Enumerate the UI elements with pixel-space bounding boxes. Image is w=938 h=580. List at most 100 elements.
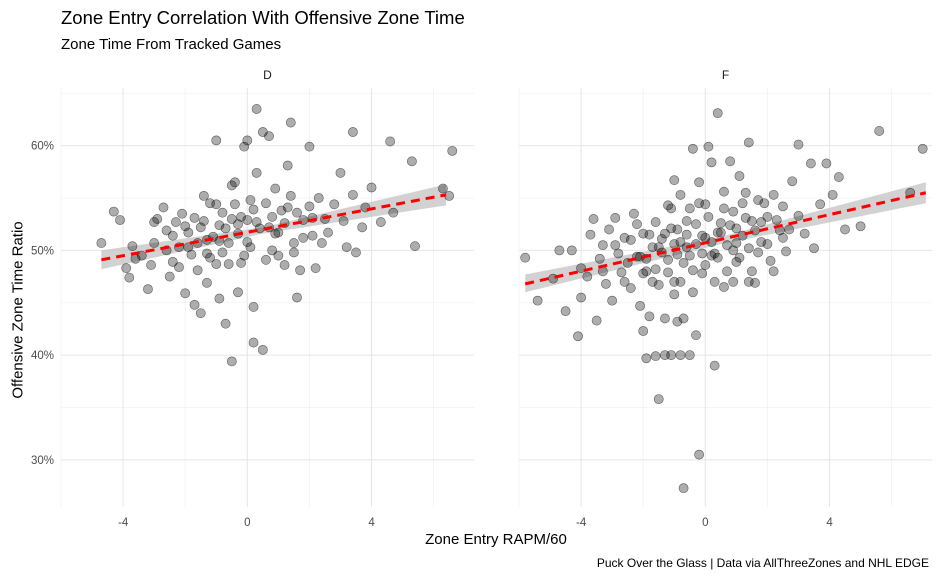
data-point bbox=[666, 350, 677, 361]
data-point bbox=[236, 258, 247, 268]
data-point bbox=[703, 211, 714, 222]
data-point bbox=[650, 351, 661, 362]
x-tick-label: -4 bbox=[118, 517, 129, 529]
data-point bbox=[700, 260, 711, 270]
data-point bbox=[756, 237, 767, 247]
data-point bbox=[108, 206, 119, 217]
data-point bbox=[282, 202, 293, 213]
data-point bbox=[161, 225, 172, 236]
data-point bbox=[625, 234, 636, 245]
panel-D: D -4 0 4 30% 40% 50% 60% bbox=[31, 68, 474, 529]
data-point bbox=[660, 228, 670, 239]
data-point bbox=[610, 212, 621, 223]
data-point bbox=[239, 250, 250, 261]
data-point bbox=[678, 313, 689, 324]
data-point bbox=[840, 224, 850, 235]
data-point bbox=[687, 143, 698, 154]
data-point bbox=[267, 211, 278, 222]
data-point bbox=[728, 245, 739, 256]
data-point bbox=[229, 177, 240, 188]
data-point bbox=[270, 183, 281, 194]
data-point bbox=[697, 230, 708, 241]
data-point bbox=[174, 262, 184, 273]
data-point bbox=[719, 282, 729, 292]
data-point bbox=[793, 139, 804, 150]
data-point bbox=[712, 227, 723, 238]
data-point bbox=[251, 167, 262, 178]
data-point bbox=[313, 193, 324, 203]
data-point bbox=[616, 267, 627, 278]
data-point bbox=[672, 224, 683, 235]
data-point bbox=[653, 242, 664, 253]
data-point bbox=[753, 195, 764, 205]
data-point bbox=[743, 276, 754, 287]
data-point bbox=[152, 214, 163, 224]
y-tick-label: 30% bbox=[31, 455, 54, 467]
data-point bbox=[239, 141, 250, 152]
data-point bbox=[650, 264, 661, 275]
data-point bbox=[251, 217, 262, 227]
data-point bbox=[195, 222, 206, 233]
data-point bbox=[684, 350, 695, 361]
data-point bbox=[447, 145, 458, 156]
data-point bbox=[737, 198, 748, 209]
data-point bbox=[635, 300, 646, 311]
data-point bbox=[307, 230, 318, 241]
data-point bbox=[198, 190, 209, 201]
data-point bbox=[694, 177, 705, 188]
data-point bbox=[177, 208, 188, 219]
x-tick-label: 4 bbox=[826, 517, 833, 529]
data-point bbox=[295, 265, 306, 276]
data-point bbox=[214, 293, 225, 304]
data-point bbox=[532, 295, 543, 306]
data-point bbox=[669, 276, 680, 287]
data-point bbox=[366, 182, 377, 193]
data-point bbox=[700, 199, 711, 210]
data-point bbox=[347, 127, 358, 137]
caption: Puck Over the Glass | Data via AllThreeZ… bbox=[596, 556, 929, 570]
data-point bbox=[375, 217, 386, 227]
y-tick-label: 60% bbox=[31, 141, 54, 153]
data-point bbox=[585, 229, 596, 240]
data-point bbox=[874, 126, 885, 136]
data-point bbox=[211, 135, 222, 146]
data-point bbox=[560, 306, 571, 317]
data-point bbox=[672, 316, 683, 327]
data-point bbox=[917, 143, 928, 154]
data-point bbox=[233, 287, 243, 298]
data-point bbox=[809, 243, 819, 254]
data-point bbox=[604, 224, 614, 235]
data-point bbox=[594, 253, 605, 264]
data-point bbox=[195, 308, 206, 319]
data-point bbox=[170, 217, 181, 227]
data-point bbox=[236, 211, 247, 222]
data-point bbox=[768, 266, 779, 277]
data-point bbox=[805, 158, 816, 169]
data-point bbox=[261, 198, 271, 209]
data-point bbox=[666, 203, 677, 214]
data-point bbox=[638, 326, 649, 336]
data-point bbox=[719, 203, 729, 214]
data-point bbox=[566, 245, 577, 256]
data-point bbox=[647, 276, 658, 287]
data-point bbox=[703, 141, 714, 152]
data-point bbox=[183, 227, 194, 238]
data-point bbox=[316, 238, 327, 248]
data-point bbox=[613, 248, 624, 259]
data-point bbox=[725, 156, 736, 167]
data-point bbox=[681, 229, 692, 240]
data-point bbox=[650, 217, 661, 227]
data-point bbox=[279, 260, 290, 270]
data-point bbox=[582, 271, 593, 282]
data-point bbox=[186, 249, 197, 260]
data-point bbox=[357, 222, 368, 233]
data-point bbox=[329, 199, 340, 210]
data-point bbox=[684, 203, 695, 214]
data-point bbox=[276, 205, 287, 216]
data-point bbox=[653, 280, 664, 290]
facet-label: D bbox=[263, 68, 272, 82]
data-point bbox=[694, 449, 705, 460]
data-point bbox=[410, 241, 420, 252]
data-point bbox=[712, 252, 723, 263]
data-point bbox=[638, 228, 649, 239]
